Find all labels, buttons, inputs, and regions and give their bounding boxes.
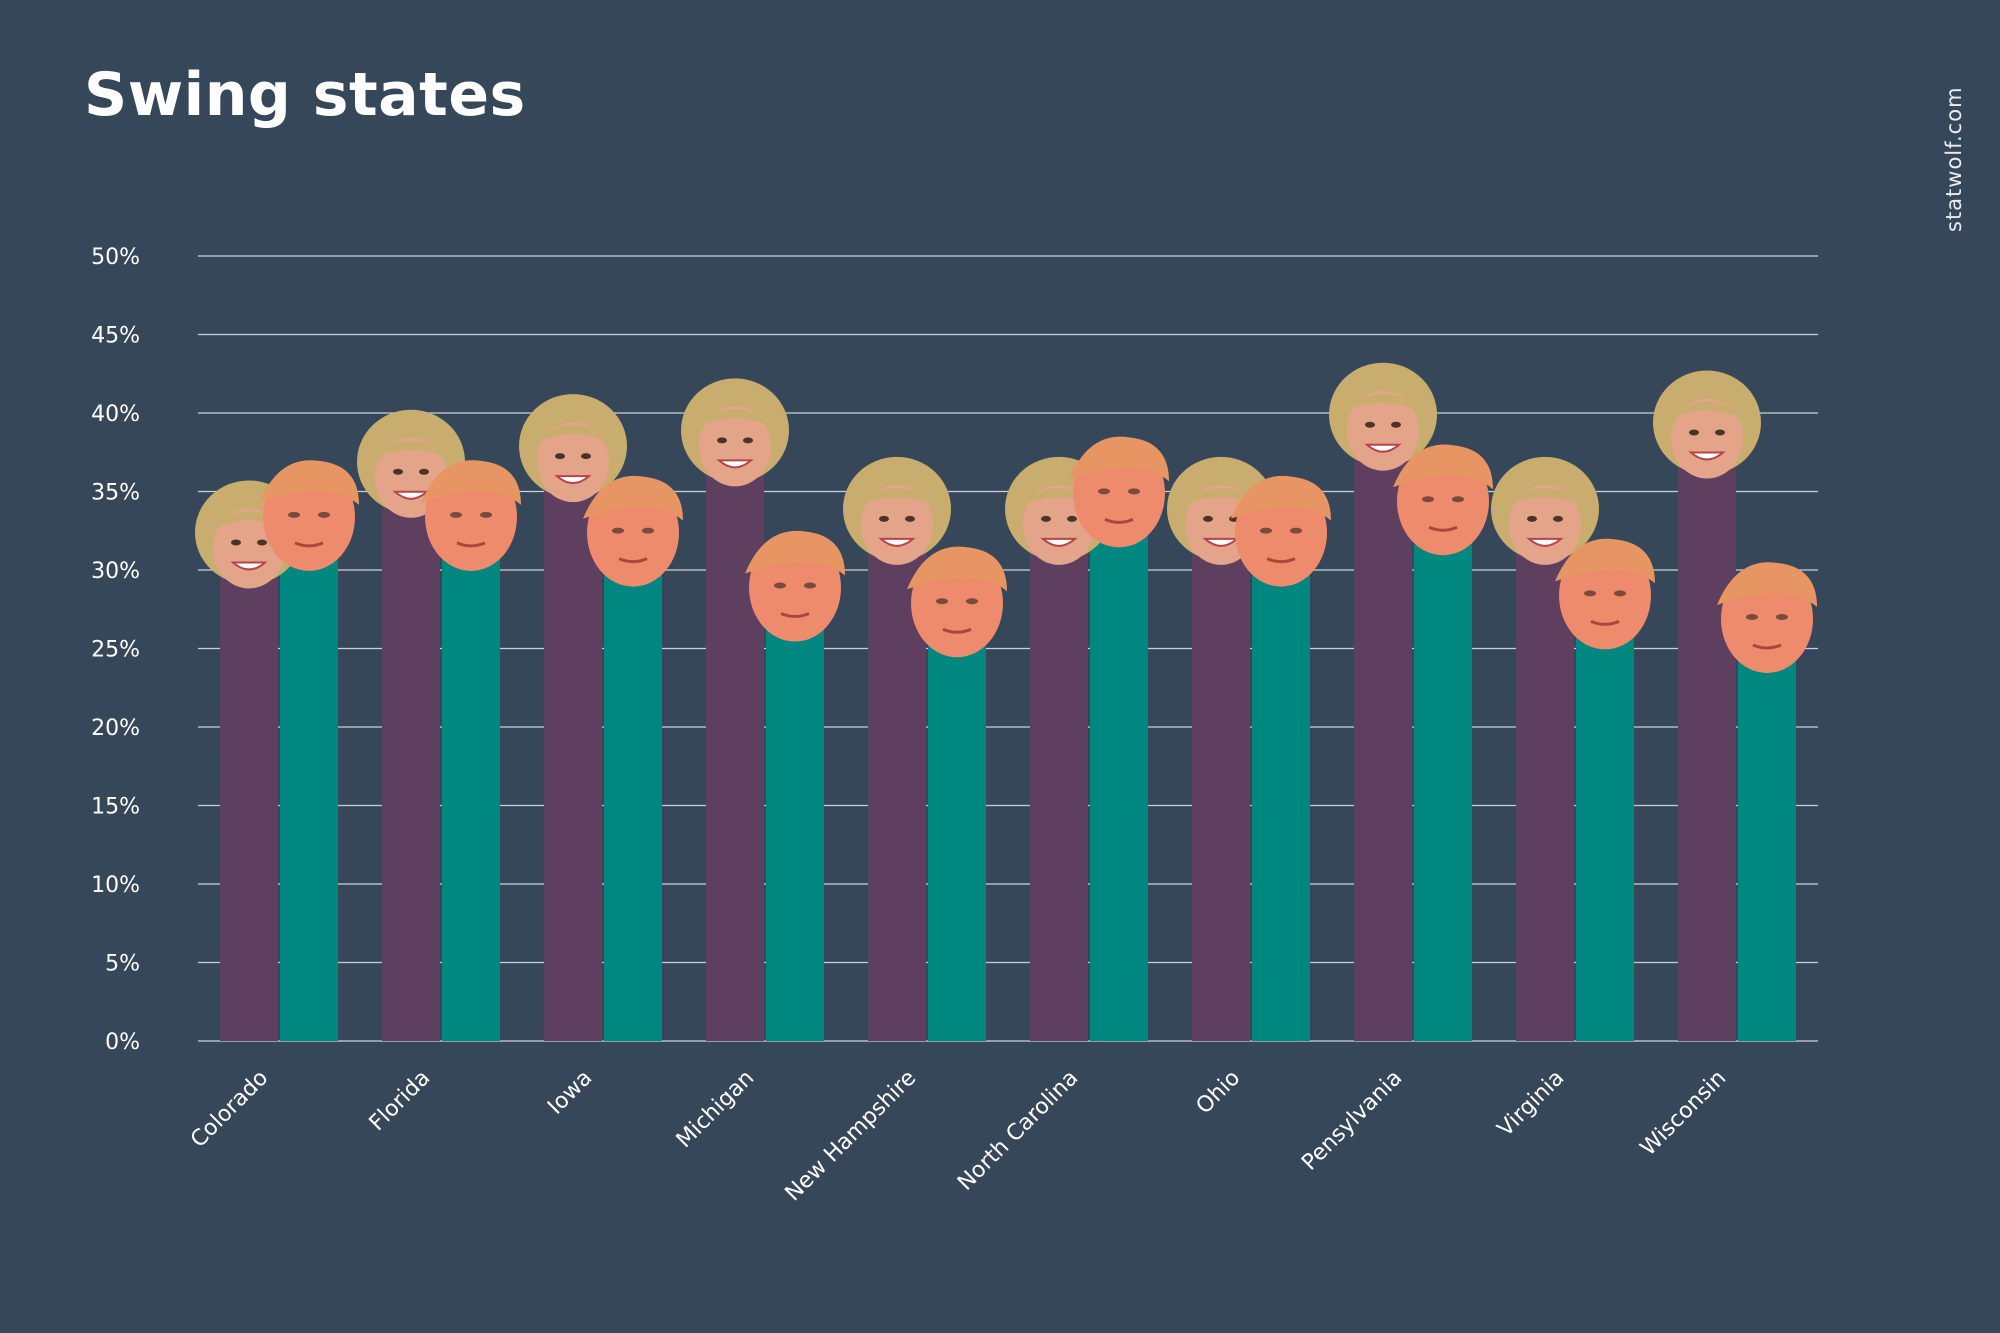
bar-trump <box>1252 538 1310 1041</box>
bar-trump <box>766 593 824 1041</box>
y-tick-label: 25% <box>91 638 140 663</box>
clinton-face-icon <box>1653 370 1761 479</box>
trump-face-icon <box>1231 475 1331 587</box>
y-tick-label: 20% <box>91 716 140 741</box>
x-tick-label: Virginia <box>1493 1066 1569 1142</box>
bar-clinton <box>220 546 278 1041</box>
y-tick-label: 40% <box>91 402 140 427</box>
gridlines <box>198 255 1818 1042</box>
trump-face-icon <box>583 475 683 587</box>
chart-title: Swing states <box>84 60 526 130</box>
y-tick-label: 50% <box>91 245 140 270</box>
clinton-face-icon <box>843 456 951 565</box>
trump-face-icon <box>1393 444 1493 556</box>
bar-clinton <box>706 444 764 1041</box>
x-axis: Colorado Florida Iowa Michigan New Hampshire… <box>186 1066 1731 1207</box>
clinton-face-icon <box>1329 362 1437 471</box>
y-axis: 0% 5% 10% 15% 20% 25% 30% 35% 40% 45% 50% <box>91 245 140 1055</box>
bar-trump <box>442 522 500 1041</box>
x-tick-label: Colorado <box>186 1066 273 1153</box>
y-tick-label: 35% <box>91 481 140 506</box>
trump-face-icon <box>1717 562 1817 673</box>
bar-trump <box>1090 499 1148 1042</box>
trump-face-icon <box>259 460 359 571</box>
bar-trump <box>928 609 986 1041</box>
y-tick-label: 5% <box>105 952 140 977</box>
trump-face-icon <box>745 530 845 642</box>
bar-trump <box>1414 507 1472 1041</box>
trump-face-icon <box>1069 436 1169 548</box>
bar-clinton <box>1030 522 1088 1041</box>
trump-face-icon <box>421 460 521 571</box>
x-tick-label: Michigan <box>672 1066 759 1153</box>
clinton-face-icon <box>519 394 627 503</box>
x-tick-label: Florida <box>365 1066 436 1137</box>
bar-trump <box>604 538 662 1041</box>
bar-clinton <box>1192 522 1250 1041</box>
trump-face-icon <box>907 546 1007 658</box>
x-tick-label: North Carolina <box>953 1066 1083 1196</box>
x-tick-label: Ohio <box>1192 1066 1246 1120</box>
y-tick-label: 10% <box>91 873 140 898</box>
x-tick-label: Pensylvania <box>1297 1066 1407 1176</box>
trump-face-icon <box>1555 538 1655 650</box>
bar-clinton <box>1354 428 1412 1041</box>
x-tick-label: Iowa <box>543 1066 597 1120</box>
bar-trump <box>280 522 338 1041</box>
clinton-face-icon <box>1491 456 1599 565</box>
bar-trump <box>1738 624 1796 1041</box>
y-tick-label: 15% <box>91 795 140 820</box>
bar-clinton <box>382 475 440 1041</box>
bar-clinton <box>1678 436 1736 1041</box>
bar-trump <box>1576 601 1634 1041</box>
x-tick-label: New Hampshire <box>781 1066 922 1207</box>
bars <box>220 428 1796 1042</box>
face-markers <box>195 362 1817 673</box>
y-tick-label: 45% <box>91 324 140 349</box>
y-tick-label: 30% <box>91 559 140 584</box>
x-tick-label: Wisconsin <box>1636 1066 1731 1161</box>
y-tick-label: 0% <box>105 1030 140 1055</box>
clinton-face-icon <box>681 378 789 487</box>
